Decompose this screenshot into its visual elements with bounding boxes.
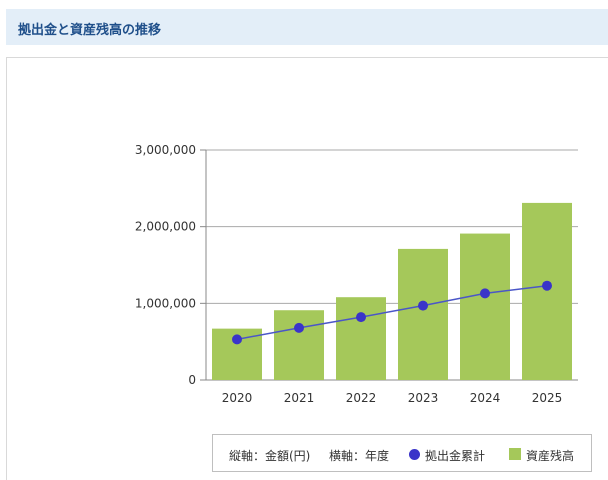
section-title: 拠出金と資産残高の推移 [18, 23, 162, 38]
y-tick-label: 3,000,000 [135, 143, 196, 157]
x-tick-label: 2024 [470, 391, 501, 405]
bar-2022 [336, 297, 386, 380]
y-tick-label: 1,000,000 [135, 296, 196, 310]
legend-bar-series-marker [509, 448, 521, 460]
bar-2024 [460, 233, 510, 380]
x-tick-label: 2022 [346, 391, 377, 405]
y-tick-label: 2,000,000 [135, 220, 196, 234]
line-point-2020 [232, 334, 242, 345]
y-tick-label: 0 [188, 373, 196, 387]
bar-2023 [398, 248, 448, 380]
line-point-2021 [294, 322, 304, 333]
x-tick-label: 2023 [408, 391, 439, 405]
x-tick-label: 2021 [284, 391, 315, 405]
legend-horizontal-axis-label: 横軸：年度 [329, 449, 390, 463]
line-point-2025 [542, 280, 552, 291]
line-point-2022 [356, 312, 366, 323]
legend-line-series-label: 拠出金累計 [425, 449, 486, 463]
line-point-2023 [418, 300, 428, 311]
section-header: 拠出金と資産残高の推移 [6, 9, 608, 45]
legend-bar-series-label: 資産残高 [526, 449, 575, 463]
x-tick-label: 2020 [222, 391, 253, 405]
bar-2021 [274, 310, 324, 380]
bar-2025 [522, 202, 572, 380]
line-point-2024 [480, 288, 490, 299]
legend-vertical-axis-label: 縦軸：金額(円) [229, 449, 311, 463]
chart-legend: 縦軸：金額(円) 横軸：年度 拠出金累計 資産残高 [212, 434, 592, 472]
legend-line-series-marker [409, 449, 420, 460]
contribution-line [236, 284, 548, 341]
x-tick-label: 2025 [532, 391, 563, 405]
